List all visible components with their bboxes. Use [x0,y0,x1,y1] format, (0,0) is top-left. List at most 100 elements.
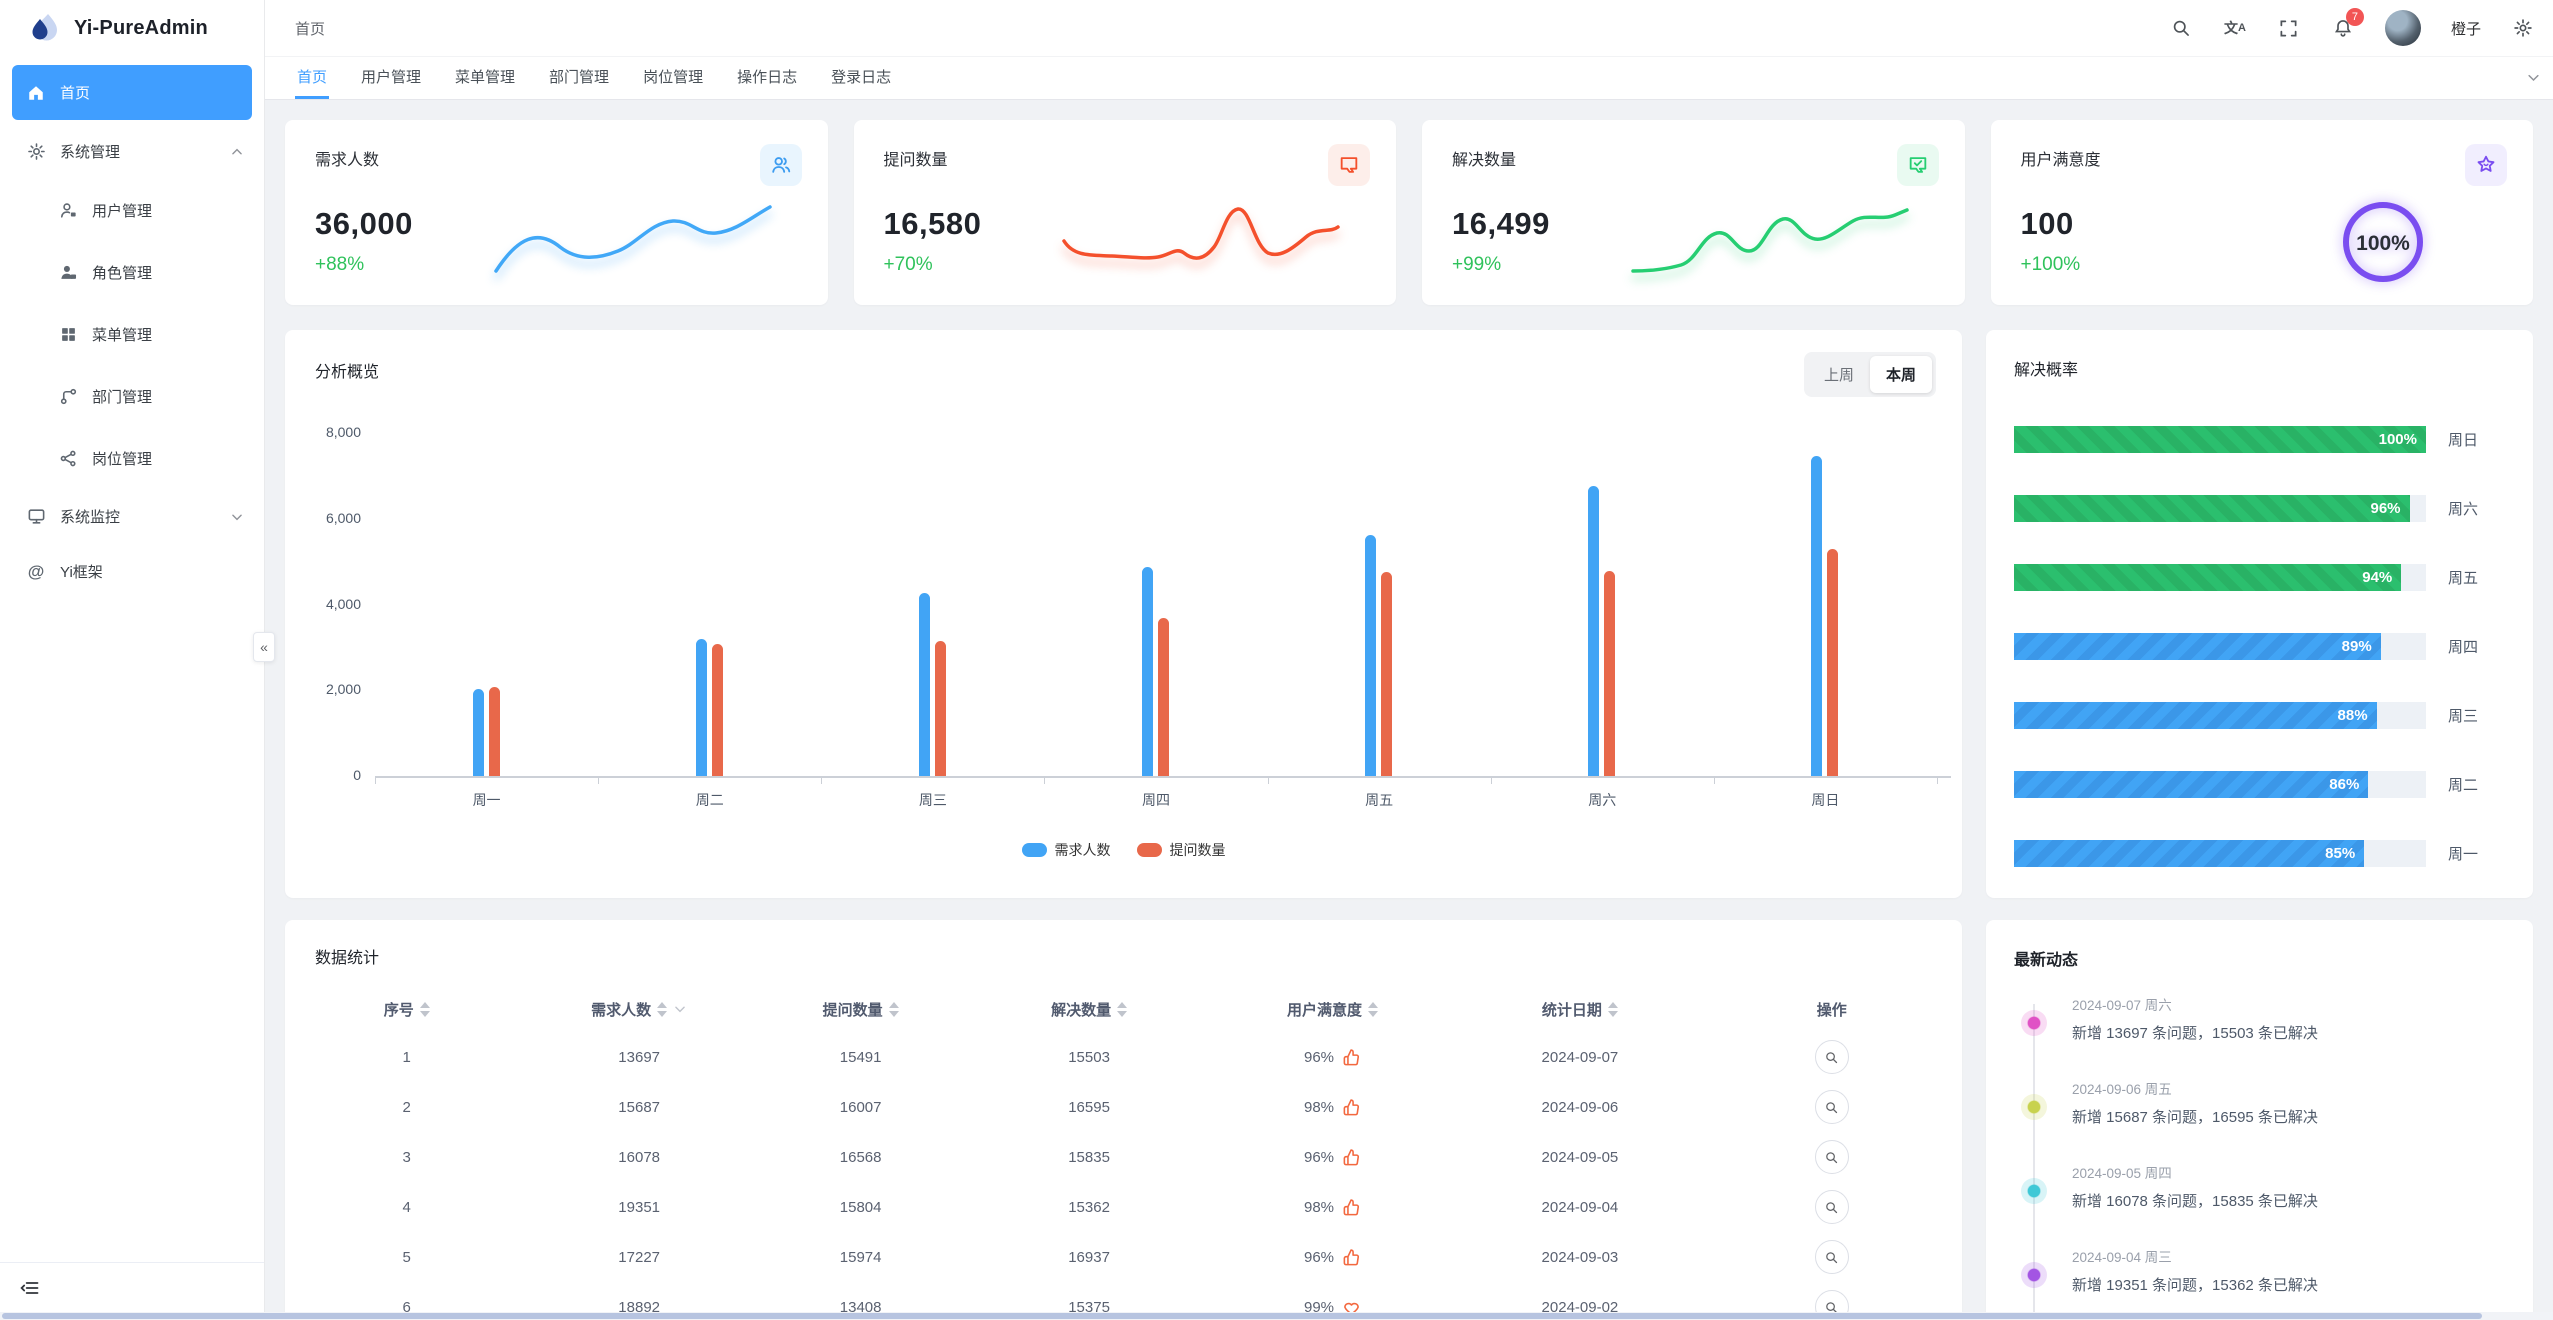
sort-carets-icon[interactable] [657,1001,668,1017]
column-header-操作[interactable]: 操作 [1702,999,1962,1020]
sort-asc-icon[interactable] [888,1001,899,1008]
horizontal-scrollbar[interactable] [0,1312,2553,1320]
table-cell: 15503 [1068,1048,1110,1066]
scrollbar-thumb[interactable] [2,1313,2482,1319]
column-header-需求人数[interactable]: 需求人数 [528,999,749,1020]
sort-asc-icon[interactable] [1368,1001,1378,1008]
bar-需求人数-周日 [1811,456,1823,776]
column-header-提问数量[interactable]: 提问数量 [750,999,971,1020]
sort-asc-icon[interactable] [419,1001,430,1008]
filter-chevron-icon[interactable] [673,1002,687,1016]
sidebar-item-label: 首页 [60,85,91,102]
settings-gear-icon[interactable] [2511,16,2535,40]
solve-row-周五: 94% 周五 [2014,564,2507,591]
fullscreen-icon[interactable] [2277,16,2301,40]
sort-carets-icon[interactable] [888,1001,899,1017]
sidebar-item-user-mgmt[interactable]: 用户管理 [32,179,264,241]
table-cell: 16078 [618,1148,661,1166]
legend-item-提问数量[interactable]: 提问数量 [1136,840,1226,860]
sort-carets-icon[interactable] [419,1001,430,1017]
sort-desc-icon[interactable] [1117,1010,1128,1017]
sidebar-item-post-mgmt[interactable]: 岗位管理 [32,427,264,489]
tab-首页[interactable]: 首页 [295,57,330,99]
sidebar-item-label: 用户管理 [92,202,153,220]
progress-value: 88% [2337,707,2368,724]
row-search-button[interactable] [1814,1240,1849,1274]
sidebar-item-home[interactable]: 首页 [12,65,252,120]
y-axis-label: 6,000 [325,509,361,526]
progress-track: 86% [2014,771,2426,798]
bar-提问数量-周四 [1158,618,1169,776]
legend-item-需求人数[interactable]: 需求人数 [1021,840,1111,860]
timeline-item: 2024-09-06 周五 新增 15687 条问题，16595 条已解决 [2014,1078,2507,1132]
column-header-统计日期[interactable]: 统计日期 [1458,999,1701,1020]
x-axis-tick [821,778,823,784]
tab-岗位管理[interactable]: 岗位管理 [643,69,704,86]
search-icon[interactable] [2169,16,2193,40]
stat-title: 需求人数 [315,152,380,169]
sidebar-collapse-handle[interactable]: « [253,632,275,662]
menu-grid-icon [58,324,78,344]
bar-提问数量-周二 [711,644,723,776]
sidebar-item-role-mgmt[interactable]: 角色管理 [32,241,264,303]
progress-track: 94% [2014,564,2426,591]
column-header-解决数量[interactable]: 解决数量 [971,999,1206,1020]
tab-登录日志[interactable]: 登录日志 [831,69,892,86]
table-cell: 2024-09-04 [1541,1198,1619,1216]
sort-desc-icon[interactable] [888,1010,899,1017]
toggle-this-week[interactable]: 本周 [1869,356,1932,393]
sort-desc-icon[interactable] [657,1010,668,1017]
bar-需求人数-周二 [695,639,707,776]
sort-asc-icon[interactable] [657,1001,668,1008]
stat-delta: +70% [883,254,933,275]
username[interactable]: 橙子 [2450,20,2481,38]
progress-fill: 86% [2014,771,2369,798]
tab-用户管理[interactable]: 用户管理 [361,69,422,86]
sort-carets-icon[interactable] [1368,1001,1378,1017]
avatar[interactable] [2384,10,2421,46]
sidebar-item-label: 系统监控 [60,509,121,526]
solve-title: 解决概率 [2014,362,2079,379]
sidebar-item-menu-mgmt[interactable]: 菜单管理 [32,303,264,365]
tabs-overflow-chevron-icon[interactable] [2526,57,2541,97]
sort-desc-icon[interactable] [1607,1010,1618,1017]
sidebar-item-system-mgmt[interactable]: 系统管理 [0,124,264,179]
demand-sparkline [493,205,772,273]
row-search-button[interactable] [1814,1090,1849,1124]
sort-carets-icon[interactable] [1607,1001,1618,1017]
logo[interactable]: Yi-PureAdmin [0,0,264,57]
toggle-last-week[interactable]: 上周 [1823,367,1854,384]
sort-asc-icon[interactable] [1607,1001,1618,1008]
row-search-button[interactable] [1814,1190,1849,1224]
column-header-序号[interactable]: 序号 [285,999,528,1020]
sort-carets-icon[interactable] [1117,1001,1128,1017]
sidebar-item-system-monitor[interactable]: 系统监控 [0,489,264,544]
timeline-dot [2021,1010,2047,1036]
sort-desc-icon[interactable] [1368,1010,1378,1017]
table-body: 1 13697 15491 15503 96% 2024-09-07 2 15687 16007… [285,1032,1962,1320]
progress-label: 周四 [2448,639,2479,656]
column-header-用户满意度[interactable]: 用户满意度 [1207,999,1458,1020]
tab-菜单管理[interactable]: 菜单管理 [455,69,516,86]
sort-asc-icon[interactable] [1117,1001,1128,1008]
sidebar-item-yi-framework[interactable]: @ Yi框架 [0,544,264,599]
at-icon: @ [27,561,45,581]
tab-操作日志[interactable]: 操作日志 [737,69,798,86]
row-search-button[interactable] [1814,1040,1849,1074]
x-axis-tick [1267,778,1269,784]
tab-部门管理[interactable]: 部门管理 [549,69,610,86]
table-cell: 19351 [618,1198,661,1216]
thumb-up-icon [1342,1248,1361,1267]
tabbar: 首页 用户管理 菜单管理 部门管理 岗位管理 操作日志 登录日志 [265,57,2553,100]
sidebar-item-dept-mgmt[interactable]: 部门管理 [32,365,264,427]
questions-sparkline [1062,207,1340,260]
row-search-button[interactable] [1814,1140,1849,1174]
bell-icon[interactable]: 7 [2331,8,2364,40]
table-cell: 2024-09-06 [1541,1098,1619,1116]
sort-desc-icon[interactable] [419,1010,430,1017]
progress-value: 94% [2362,569,2393,586]
menu-fold-icon[interactable] [20,1278,40,1298]
